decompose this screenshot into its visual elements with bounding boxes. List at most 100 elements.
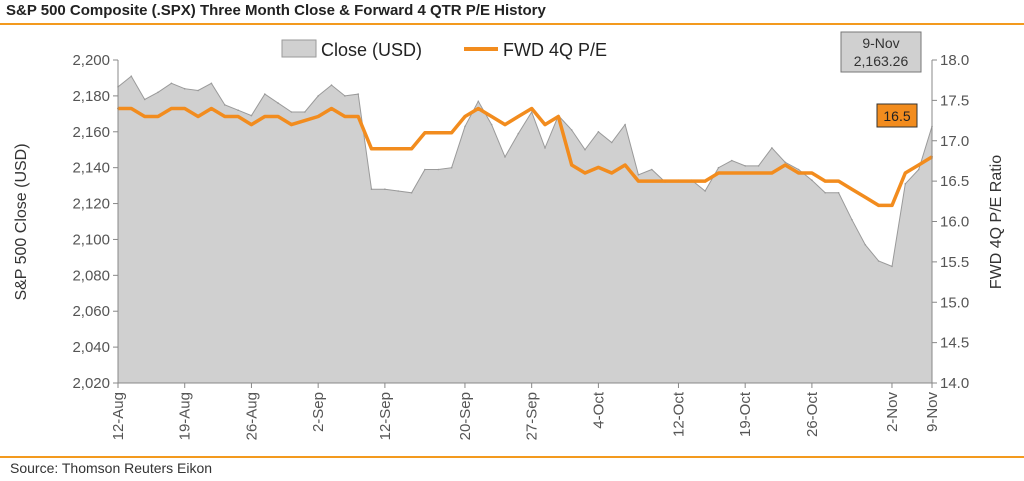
close-point xyxy=(143,98,146,101)
pe-point xyxy=(263,115,266,118)
close-point xyxy=(224,104,226,106)
x-tick-label: 26-Aug xyxy=(243,392,260,440)
pe-point xyxy=(464,115,466,118)
pe-point xyxy=(317,115,320,118)
pe-point xyxy=(891,204,893,207)
close-point xyxy=(637,174,640,176)
pe-point xyxy=(504,123,506,126)
pe-point xyxy=(450,131,453,134)
close-point xyxy=(183,87,186,90)
y2-tick-label: 17.0 xyxy=(940,133,969,150)
pe-point xyxy=(237,115,240,118)
last-close-callout: 9-Nov 2,163.26 xyxy=(840,31,922,73)
pe-point xyxy=(610,172,613,174)
pe-point xyxy=(597,166,600,169)
pe-point xyxy=(157,115,159,118)
pe-point xyxy=(557,115,560,118)
pe-point xyxy=(303,119,306,122)
close-point xyxy=(277,102,279,104)
x-tick-label: 26-Oct xyxy=(804,391,821,437)
close-point xyxy=(771,147,773,149)
pe-point xyxy=(664,180,667,183)
close-point xyxy=(610,141,613,144)
close-point xyxy=(397,190,400,192)
close-point xyxy=(197,89,199,92)
pe-point xyxy=(410,147,413,150)
pe-point xyxy=(744,172,747,174)
pe-point xyxy=(637,180,640,183)
pe-point xyxy=(343,115,346,118)
close-point xyxy=(811,179,813,181)
pe-point xyxy=(143,115,146,118)
close-point xyxy=(290,111,293,113)
chart-title: S&P 500 Composite (.SPX) Three Month Clo… xyxy=(6,2,546,19)
pe-point xyxy=(290,123,293,126)
pe-point xyxy=(810,172,813,174)
close-point xyxy=(170,82,173,85)
pe-point xyxy=(170,107,173,110)
last-pe-callout: 16.5 xyxy=(876,103,918,128)
close-point xyxy=(384,188,386,190)
close-point xyxy=(597,131,600,133)
pe-line xyxy=(118,106,933,208)
close-point xyxy=(651,168,653,171)
close-point xyxy=(824,192,826,194)
y-axis-title: S&P 500 Close (USD) xyxy=(13,143,30,300)
y-tick-label: 2,140 xyxy=(72,160,110,177)
legend: Close (USD) FWD 4Q P/E xyxy=(281,39,607,60)
pe-point xyxy=(877,204,880,207)
y2-tick-label: 17.5 xyxy=(940,92,969,109)
close-point xyxy=(797,168,800,171)
close-point xyxy=(704,190,706,192)
pe-point xyxy=(850,188,853,191)
close-point xyxy=(851,218,853,221)
y-tick-label: 2,080 xyxy=(72,267,110,284)
legend-swatch-close xyxy=(281,39,317,58)
close-point xyxy=(237,109,239,111)
close-point xyxy=(570,129,573,131)
pe-line-layer xyxy=(117,106,933,208)
pe-point xyxy=(904,172,907,174)
y-tick-label: 2,040 xyxy=(72,339,110,356)
close-point xyxy=(517,132,520,135)
pe-point xyxy=(677,180,680,183)
pe-point xyxy=(370,147,373,150)
close-point xyxy=(330,84,333,86)
x-tick-label: 12-Oct xyxy=(670,391,687,437)
x-tick-label: 12-Sep xyxy=(377,392,394,440)
pe-point xyxy=(757,172,760,174)
pe-point xyxy=(250,123,253,126)
pe-point xyxy=(183,107,186,110)
y-tick-label: 2,180 xyxy=(72,88,110,105)
y2-tick-label: 18.0 xyxy=(940,52,969,69)
close-point xyxy=(744,165,746,167)
close-point xyxy=(357,93,360,95)
pe-point xyxy=(824,180,827,183)
pe-point xyxy=(437,131,440,134)
top-rule xyxy=(0,23,1024,25)
close-point xyxy=(344,95,346,97)
close-point xyxy=(837,192,840,194)
close-point xyxy=(490,123,493,126)
tick-labels: 2,020 2,040 2,060 2,080 2,100 2,120 2,140 2,160… xyxy=(72,52,969,440)
y2-tick-label: 14.5 xyxy=(940,335,969,352)
pe-point xyxy=(730,172,733,174)
y-tick-label: 2,160 xyxy=(72,124,110,141)
close-point xyxy=(624,123,626,126)
close-point xyxy=(717,166,720,169)
bottom-rule xyxy=(0,456,1024,458)
close-point xyxy=(410,192,413,194)
close-point xyxy=(264,93,266,95)
x-tick-label: 19-Aug xyxy=(177,392,194,440)
close-point xyxy=(731,159,733,162)
close-point xyxy=(317,95,320,97)
close-point xyxy=(504,156,506,158)
pe-point xyxy=(517,115,520,118)
last-close-value: 2,163.26 xyxy=(854,53,909,69)
legend-label-pe: FWD 4Q P/E xyxy=(503,40,607,60)
pe-point xyxy=(423,131,426,134)
close-point xyxy=(304,111,306,113)
last-close-date: 9-Nov xyxy=(862,35,899,51)
last-pe-value: 16.5 xyxy=(883,108,910,124)
y-tick-label: 2,020 xyxy=(72,375,110,392)
